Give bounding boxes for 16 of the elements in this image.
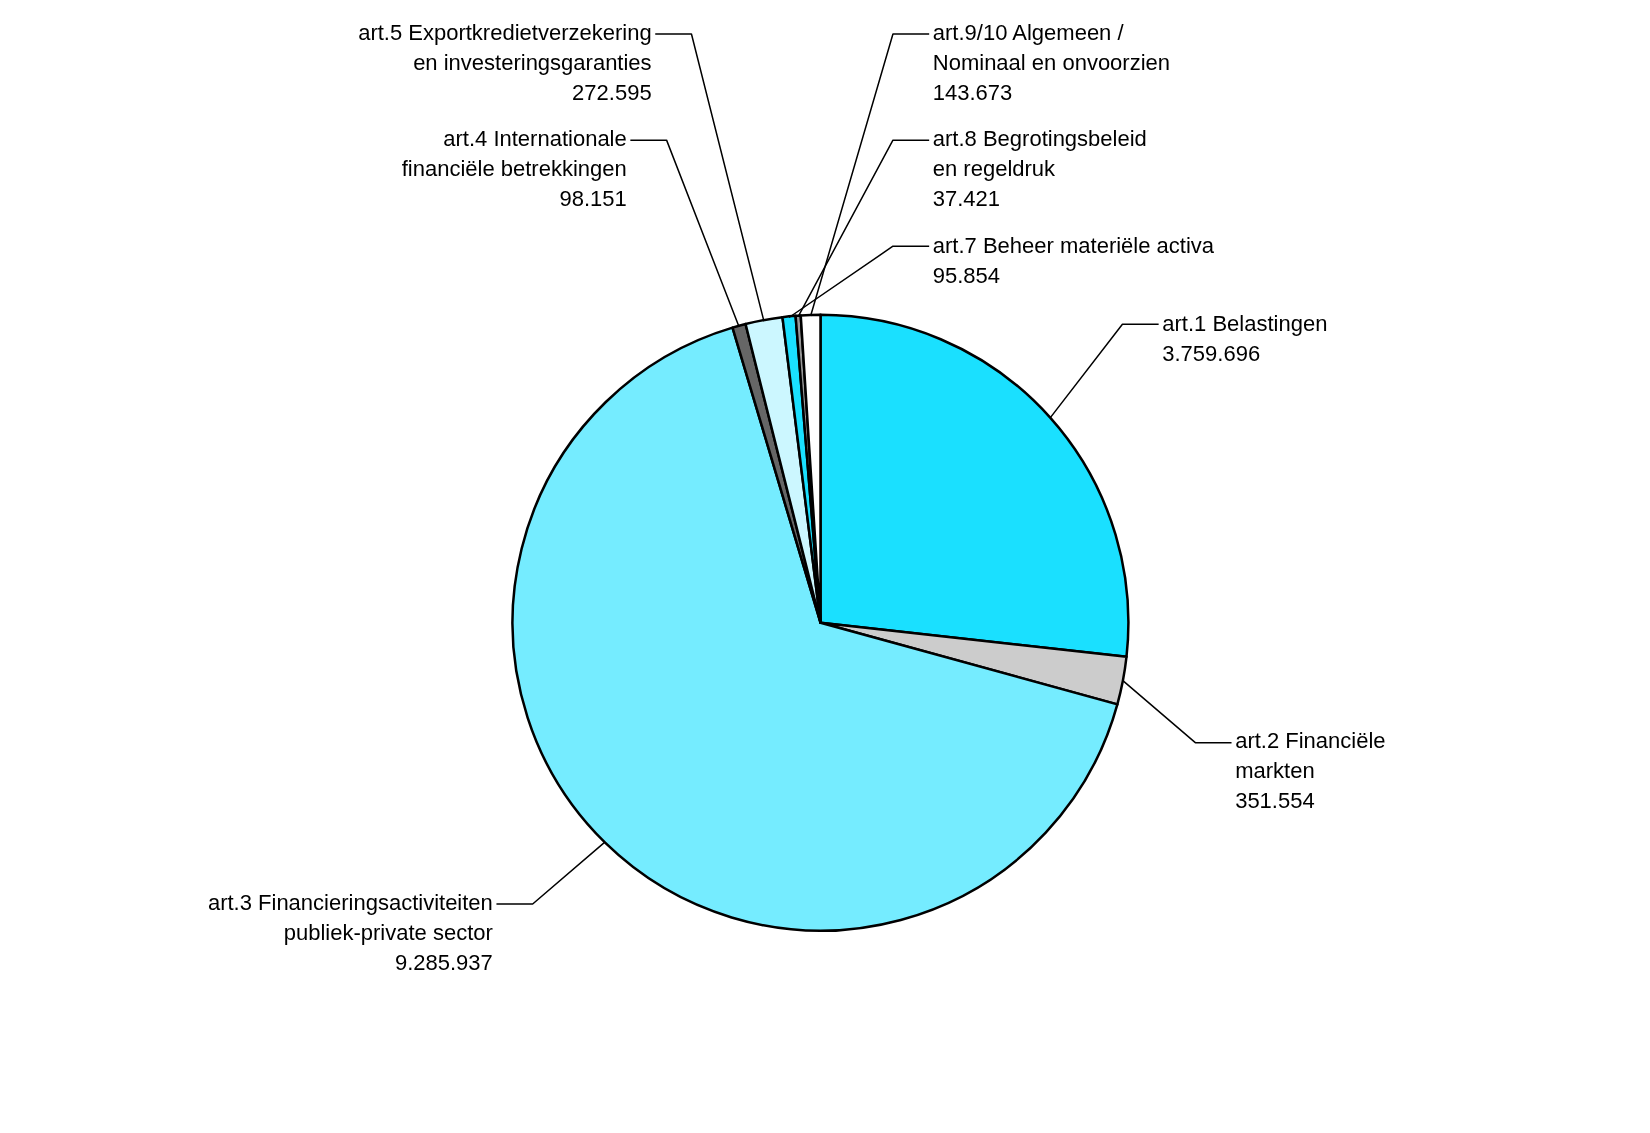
data-label: 3.759.696 [1162,340,1261,366]
slice-label: art.2 Financiële markten [1235,728,1386,784]
slice-label: art.8 Begrotingsbeleid en regeldruk [932,125,1147,181]
slice-label: art.3 Financieringsactiviteiten publiek-private sector [207,889,493,945]
slice-label: art.7 Beheer materiële activa [932,232,1215,258]
data-label: 9.285.937 [394,949,493,975]
data-label: 98.151 [559,185,627,211]
data-label: 272.595 [572,79,652,105]
data-label: 143.673 [932,79,1013,105]
slice-label: art.9/10 Algemeen / Nominaal en onvoorzien [932,19,1171,75]
data-label: 37.421 [932,185,1001,211]
slice-label: art.5 Exportkredietverzekering en investeringsgaranties [358,19,652,75]
data-label: 351.554 [1235,788,1315,814]
data-label: 95.854 [932,262,1001,288]
slice-label: art.1 Belastingen [1162,310,1328,336]
slice-label: art.4 Internationale financiële betrekkingen [401,125,627,181]
